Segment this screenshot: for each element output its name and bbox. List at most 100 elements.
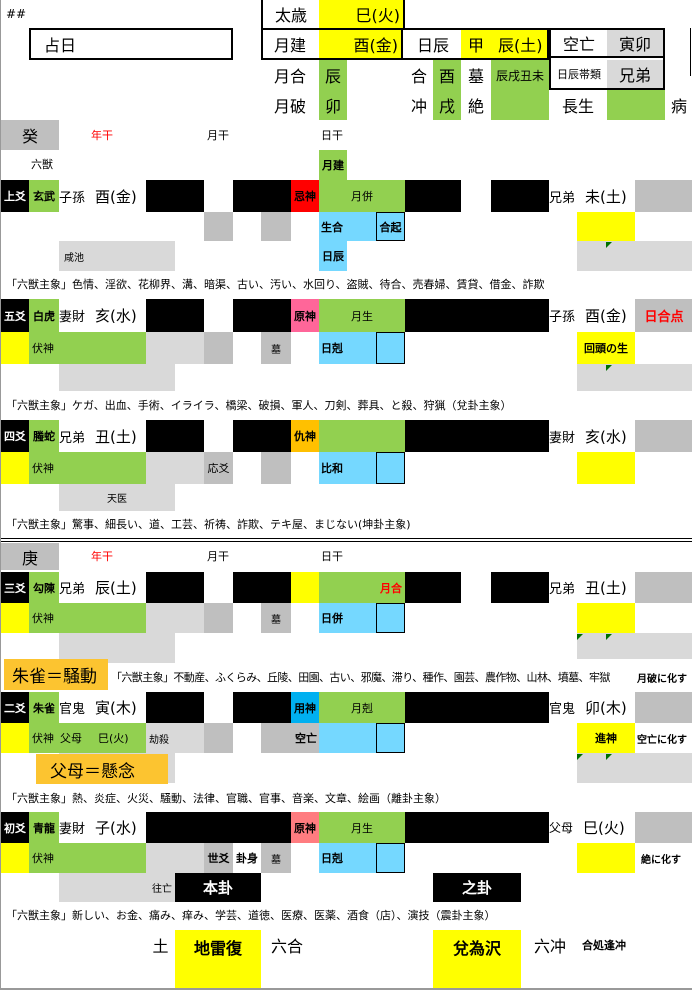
changed-relation: 妻財 亥(水) (549, 420, 635, 452)
change-note-cell (577, 633, 692, 659)
branch: 寅(木) (95, 699, 137, 717)
god-badge: 原神 (291, 812, 319, 843)
star-mark: 劫殺 (146, 723, 204, 753)
marker-cell (204, 603, 233, 633)
change-note: 空亡に化す (637, 734, 687, 746)
branch: 未(土) (585, 187, 627, 206)
getsugo-label: 月合 (273, 67, 306, 86)
god-badge: 忌神 (291, 180, 319, 212)
month-relation (319, 420, 405, 452)
beast-note: 「六獣主象」ケガ、出血、手術、イライラ、橋梁、破損、軍人、刀剣、葬具、と殺、狩猟… (6, 399, 512, 412)
relation: 兄弟 (59, 582, 86, 597)
kashin-mark: 卦身 (236, 852, 258, 865)
rokuju-header: 六獣 (31, 158, 53, 171)
shike-type: 六冲 (534, 937, 567, 956)
date-field[interactable]: 占日 (29, 28, 233, 60)
god-badge: 用神 (291, 692, 319, 723)
yang-segment (233, 692, 291, 723)
branch: 子(水) (95, 819, 137, 837)
relation: 子孫 (549, 310, 576, 325)
beast-note: 「六獣主象」不動産、ふくらみ、丘陵、田園、古い、邪魔、滞り、種作、園芸、農作物、… (111, 671, 610, 684)
star-cell (59, 633, 175, 663)
branch: 亥(水) (95, 307, 137, 325)
gou-label: 合 (410, 67, 427, 86)
month-relation: 月生 (319, 299, 405, 332)
se-mark: 世爻 (204, 843, 233, 873)
summary: 合処逢冲 (582, 939, 626, 952)
taisai-label: 太歳 (261, 0, 319, 28)
change-cell (577, 843, 635, 873)
relation: 兄弟 (59, 430, 86, 446)
beast-note: 「六獣主象」驚事、細長い、道、工芸、祈祷、詐欺、テキ屋、まじない(坤卦主象) (6, 518, 411, 531)
honke-element: 土 (152, 937, 169, 956)
ou-mark: 応爻 (204, 452, 233, 484)
line-relation: 兄弟 辰(土) (59, 572, 146, 603)
relation: 妻財 (549, 430, 576, 446)
status-cell (635, 180, 692, 212)
status-cell: 日合点 (635, 299, 692, 332)
day-relation: 比和 (319, 452, 376, 484)
line-position: 五爻 (1, 299, 29, 332)
line-beast: 朱雀 (29, 692, 59, 723)
changed-segment (405, 420, 549, 452)
gekken-box (261, 28, 549, 60)
byo-label: 病 (670, 97, 687, 116)
change-cell: 回頭の生 (577, 332, 635, 364)
nisshin-label: 日辰 (416, 36, 449, 55)
day-box (376, 603, 405, 633)
annotation-sticker[interactable]: 朱雀＝騒動 (4, 659, 108, 690)
annotation-sticker[interactable]: 父母＝懸念 (36, 754, 168, 784)
shike-name: 兌為沢 (433, 930, 521, 988)
marker-cell (146, 603, 204, 633)
fushin-cell: 伏神 (29, 843, 146, 873)
changed-relation: 官鬼 卯(木) (549, 692, 635, 723)
yin-gap (461, 573, 491, 602)
change-cell (577, 603, 635, 633)
branch: 亥(水) (585, 427, 627, 446)
taisetsu-label: 日辰帯類 (557, 68, 601, 81)
honke-type: 六合 (271, 937, 304, 956)
flag-cell (1, 843, 29, 873)
changed-relation: 父母 巳(火) (549, 812, 635, 843)
relation: 兄弟 (549, 190, 576, 206)
kubo-label: 空亡 (551, 30, 607, 58)
nikkan-label: 日干 (321, 550, 343, 563)
beast-note: 「六獣主象」色情、淫欲、花柳界、溝、暗渠、古い、汚い、水回り、盗賊、待合、売春婦… (6, 278, 545, 291)
changed-relation: 子孫 酉(金) (549, 299, 635, 332)
star-cell: 咸池 (59, 241, 175, 271)
change-note-cell (577, 753, 692, 783)
geppa-value: 卯 (319, 90, 347, 120)
taisetsu-value: 兄弟 (607, 60, 663, 88)
grave-mark: 墓 (261, 603, 291, 633)
line-beast: 青龍 (29, 812, 59, 843)
gekkan-label: 月干 (207, 129, 229, 142)
bo-value: 辰戌丑未 (491, 60, 549, 90)
changed-relation: 兄弟 未(土) (549, 180, 635, 212)
god-badge: 原神 (291, 299, 319, 332)
relation: 子孫 (59, 190, 86, 206)
nenkan-label: 年干 (91, 550, 113, 563)
geppa-label: 月破 (273, 97, 306, 116)
day-relation: 日剋 (319, 332, 376, 364)
nisshin-stem: 甲 (468, 36, 485, 55)
change-note: 絶に化す (641, 854, 681, 866)
fushin-cell: 伏神 父母 巳(火) (29, 723, 146, 753)
flag-cell (1, 332, 29, 364)
day-relation (319, 723, 376, 753)
gou-value: 酉 (433, 60, 461, 90)
nikkan-label: 日干 (321, 129, 343, 142)
month-relation: 月剋 (319, 692, 405, 723)
fushin-cell: 伏神 (29, 603, 146, 633)
kubo-box (549, 28, 665, 90)
changed-segment (405, 180, 461, 212)
change-cell: 進神 (577, 723, 635, 753)
flag-cell (1, 603, 29, 633)
yang-segment (146, 812, 291, 843)
yin-gap (461, 181, 491, 211)
flag-cell (1, 452, 29, 484)
zetsu-value (491, 90, 549, 120)
line-beast: 勾陳 (29, 572, 59, 603)
line-beast: 玄武 (29, 180, 59, 212)
marker-cell (146, 843, 204, 873)
day-box: 合起 (376, 212, 405, 241)
